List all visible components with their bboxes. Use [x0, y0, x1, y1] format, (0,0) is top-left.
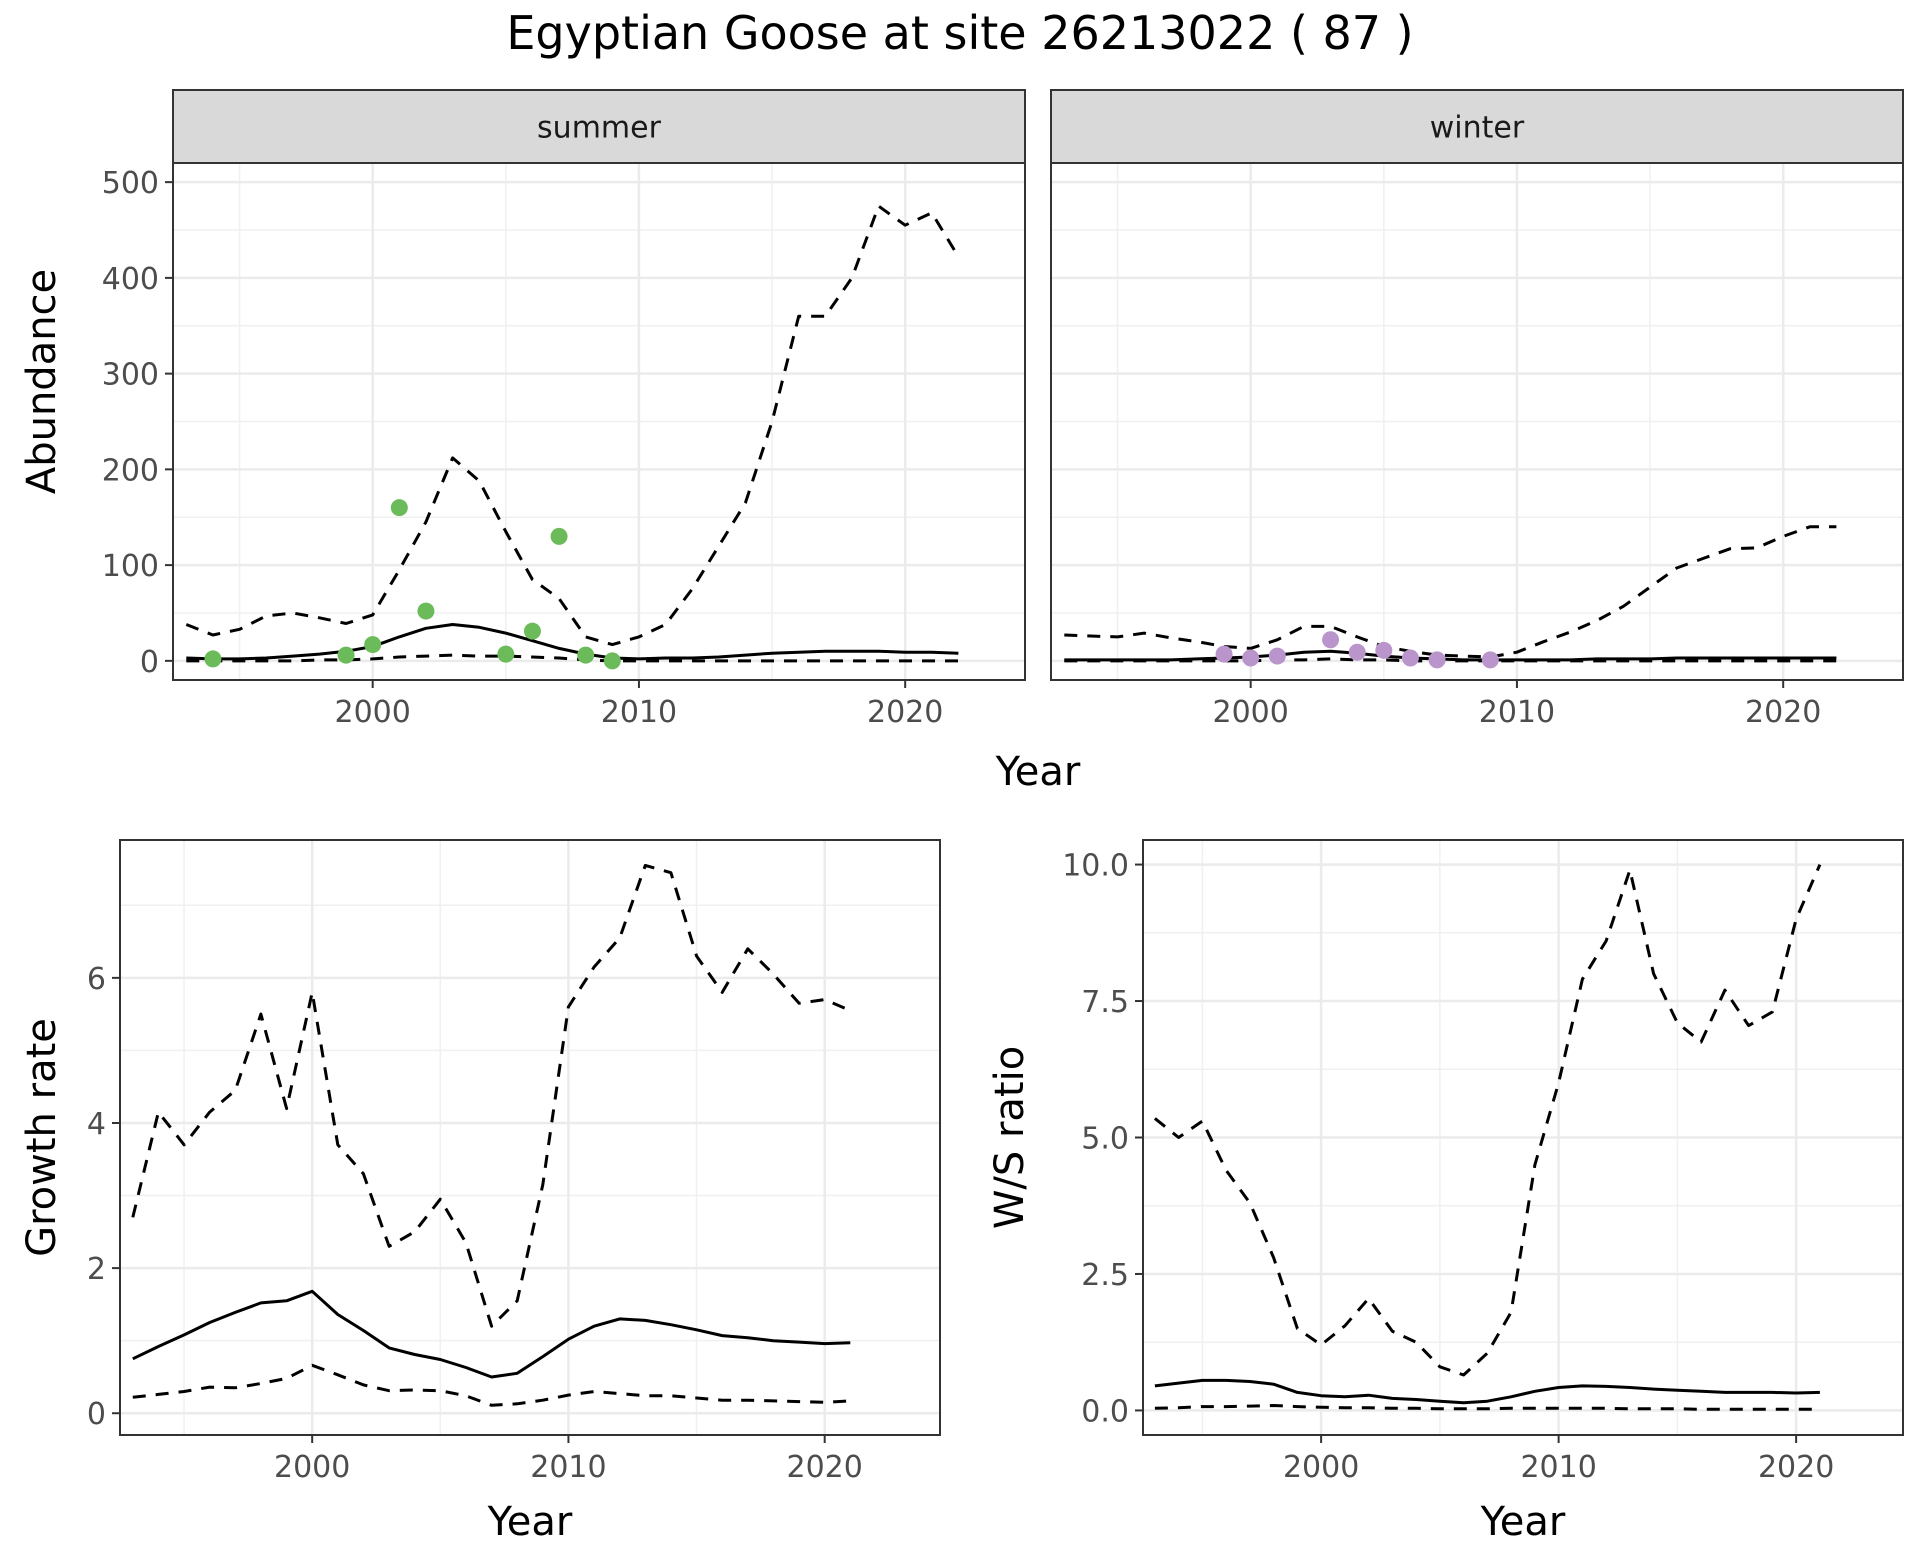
panel-growth: [112, 839, 941, 1443]
facet-strip: [172, 89, 1026, 164]
y-tick-label: 300: [102, 358, 159, 393]
y-tick-label: 400: [102, 262, 159, 297]
series-line-upper: [131, 863, 851, 1328]
y-tick-label: 2.5: [1081, 1258, 1129, 1293]
y-tick-label: 4: [87, 1107, 106, 1142]
panel-summer: [165, 89, 1026, 688]
y-tick-label: 0: [87, 1397, 106, 1432]
series-line-estimate: [186, 623, 959, 661]
y-tick-label: 2: [87, 1252, 106, 1287]
x-axis-title: Year: [995, 749, 1081, 795]
data-point: [603, 652, 621, 670]
data-point: [577, 646, 595, 664]
data-point: [1268, 647, 1286, 665]
data-point: [1348, 643, 1366, 661]
data-point: [1401, 649, 1419, 667]
x-tick-label: 2020: [867, 695, 943, 730]
data-point: [390, 499, 408, 517]
data-point: [550, 527, 568, 545]
x-tick-label: 2010: [601, 695, 677, 730]
data-point: [1322, 631, 1340, 649]
chart-title: Egyptian Goose at site 26213022 ( 87 ): [506, 6, 1414, 60]
series-line-estimate: [1064, 649, 1837, 662]
y-axis-title: Abundance: [19, 269, 65, 494]
data-point: [337, 646, 355, 664]
x-tick-label: 2020: [787, 1450, 863, 1485]
facet-strip-label: summer: [537, 111, 662, 146]
x-tick-label: 2000: [1213, 695, 1289, 730]
y-axis-title: W/S ratio: [987, 1046, 1033, 1229]
data-point: [1375, 641, 1393, 659]
data-point: [497, 645, 515, 663]
x-tick-label: 2020: [1758, 1450, 1834, 1485]
x-tick-label: 2020: [1745, 695, 1821, 730]
data-point: [204, 650, 222, 668]
series-line-lower: [1154, 1404, 1820, 1411]
series-line-upper: [1064, 525, 1837, 659]
y-tick-label: 0.0: [1081, 1394, 1129, 1429]
x-axis-title: Year: [1480, 1499, 1566, 1545]
y-tick-label: 500: [102, 166, 159, 201]
x-tick-label: 2010: [1520, 1450, 1596, 1485]
x-axis-title: Year: [487, 1499, 573, 1545]
data-point: [1428, 651, 1446, 669]
series-line-upper: [1153, 864, 1822, 1377]
data-point: [523, 622, 541, 640]
panel-winter: [1050, 89, 1904, 688]
panel-border: [119, 839, 941, 1436]
y-axis-title: Growth rate: [19, 1018, 65, 1257]
x-tick-label: 2010: [530, 1450, 606, 1485]
series-line-lower: [132, 1363, 851, 1407]
data-point: [1215, 645, 1233, 663]
panel-ratio: [1135, 839, 1904, 1443]
y-tick-label: 100: [102, 549, 159, 584]
x-tick-label: 2000: [1283, 1450, 1359, 1485]
data-point: [417, 602, 435, 620]
x-tick-label: 2000: [335, 695, 411, 730]
x-tick-label: 2000: [274, 1450, 350, 1485]
series-line-estimate: [1154, 1378, 1820, 1405]
facet-strip-label: winter: [1430, 111, 1525, 146]
series-line-upper: [185, 204, 960, 647]
x-tick-label: 2010: [1479, 695, 1555, 730]
y-tick-label: 0: [140, 645, 159, 680]
series-line-estimate: [132, 1289, 851, 1379]
y-tick-label: 7.5: [1081, 985, 1129, 1020]
y-tick-label: 10.0: [1062, 849, 1129, 884]
y-tick-label: 200: [102, 453, 159, 488]
y-tick-label: 6: [87, 962, 106, 997]
data-point: [364, 636, 382, 654]
data-point: [1481, 651, 1499, 669]
data-point: [1242, 649, 1260, 667]
y-tick-label: 5.0: [1081, 1122, 1129, 1157]
facet-strip: [1050, 89, 1904, 164]
